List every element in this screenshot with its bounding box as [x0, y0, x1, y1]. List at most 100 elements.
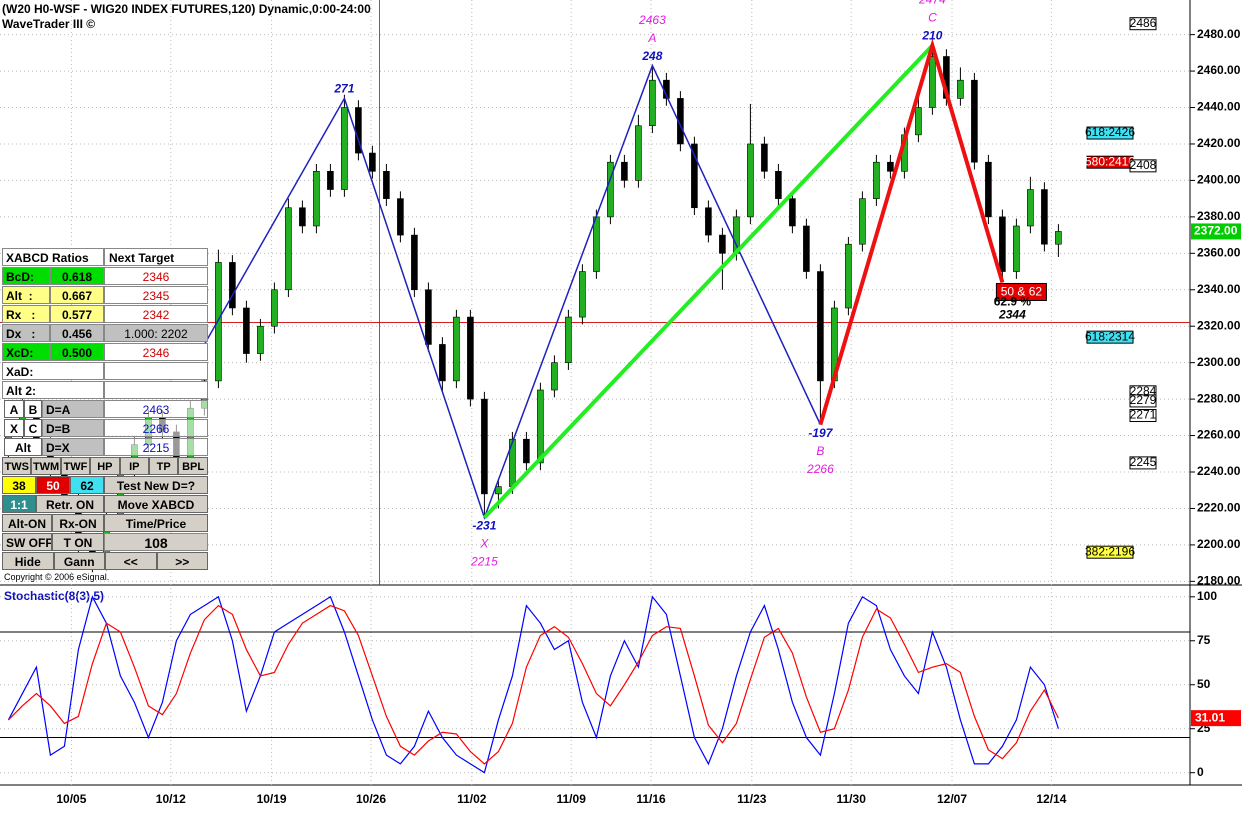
panel-cell: Rx : [2, 305, 50, 323]
level-label: 618:2426 [1085, 125, 1135, 139]
y-tick-label: 2360.00 [1197, 245, 1241, 259]
pivot-price: 2266 [806, 462, 834, 476]
panel-button[interactable]: Test New D=? [104, 476, 208, 494]
candle-body [789, 198, 796, 227]
candle-body [243, 307, 250, 354]
level-label: 618:2314 [1085, 329, 1135, 343]
candle-body [299, 207, 306, 227]
d-pct: 62.9 % [994, 295, 1032, 309]
panel-cell: Next Target [104, 248, 208, 266]
level-box [1086, 545, 1134, 559]
panel-button[interactable]: BPL [178, 457, 208, 475]
y-tick-label: 2460.00 [1197, 63, 1241, 77]
panel-cell: D=A [42, 400, 104, 418]
panel-button[interactable]: Gann [53, 552, 105, 570]
panel-button[interactable]: 38 [2, 476, 36, 494]
candle-body [649, 79, 656, 127]
candle-body [621, 161, 628, 181]
candle-body [551, 362, 558, 391]
y-tick-label: 2280.00 [1197, 391, 1241, 405]
panel-button[interactable]: TP [149, 457, 179, 475]
panel-button[interactable]: 50 [36, 476, 70, 494]
candle-body [985, 161, 992, 218]
x-tick-label: 10/19 [257, 792, 287, 806]
panel-button[interactable]: Hide [2, 552, 54, 570]
panel-button[interactable]: HP [90, 457, 120, 475]
candle-body [747, 143, 754, 218]
level-label: 2486 [1130, 16, 1157, 30]
panel-button[interactable]: A [4, 400, 24, 418]
candle-body [887, 161, 894, 172]
candle-body [1013, 225, 1020, 272]
panel-cell: 2342 [104, 305, 208, 323]
x-tick-label: 11/02 [457, 792, 487, 806]
panel-button[interactable]: 1:1 [2, 495, 36, 513]
level-box [1129, 17, 1157, 31]
y-tick-label: 0 [1197, 765, 1204, 779]
candle-body [817, 271, 824, 382]
candle-body [523, 438, 530, 464]
panel-button[interactable]: TWF [60, 457, 91, 475]
panel-button[interactable]: >> [156, 552, 208, 570]
y-tick-label: 2480.00 [1197, 27, 1241, 41]
pattern-line [818, 38, 1005, 426]
panel-button[interactable]: SW OFF [2, 533, 52, 551]
pivot-ratio: 271 [333, 82, 354, 96]
panel-cell: 0.500 [50, 343, 104, 361]
candle-body [369, 152, 376, 172]
candle-body [215, 262, 222, 382]
level-box [1086, 330, 1134, 344]
candle-body [593, 216, 600, 272]
panel-button[interactable]: TWS [2, 457, 32, 475]
pivot-letter: X [479, 537, 489, 551]
candle-body [271, 289, 278, 327]
d-price: 2344 [998, 308, 1026, 322]
y-tick-label: 2320.00 [1197, 318, 1241, 332]
level-box [1086, 126, 1134, 140]
x-tick-label: 11/16 [636, 792, 666, 806]
panel-button[interactable]: Time/Price [104, 514, 208, 532]
level-label: 2408 [1130, 158, 1157, 172]
last-value-label: 31.01 [1195, 710, 1225, 724]
panel-cell: Dx : [2, 324, 50, 342]
candle-body [705, 207, 712, 236]
y-tick-label: 2260.00 [1197, 428, 1241, 442]
pivot-letter: B [816, 444, 824, 458]
panel-button[interactable]: IP [119, 457, 149, 475]
panel-cell: 2346 [104, 267, 208, 285]
panel-button[interactable]: Retr. ON [36, 495, 104, 513]
panel-cell: 0.456 [50, 324, 104, 342]
level-label: 580:2410 [1085, 154, 1135, 168]
level-label: 2245 [1130, 455, 1157, 469]
candle-body [537, 389, 544, 464]
panel-button[interactable]: T ON [52, 533, 104, 551]
candle-body [285, 207, 292, 291]
panel-button[interactable]: Alt [4, 438, 42, 456]
y-tick-label: 2340.00 [1197, 282, 1241, 296]
panel-cell: BcD: [2, 267, 50, 285]
panel-cell: 2346 [104, 343, 208, 361]
panel-cell: 0.667 [50, 286, 104, 304]
panel-button[interactable]: << [105, 552, 157, 570]
candle-body [999, 216, 1006, 272]
candle-body [411, 234, 418, 291]
level-box [1129, 409, 1157, 423]
panel-button[interactable]: X [4, 419, 24, 437]
pivot-price: 2215 [470, 555, 498, 569]
x-tick-label: 10/12 [156, 792, 186, 806]
candle-body [1027, 189, 1034, 227]
pivot-ratio: 248 [641, 49, 662, 63]
pivot-ratio: 210 [921, 29, 942, 43]
panel-button[interactable]: TWM [31, 457, 61, 475]
d-label: 50 & 62 [1001, 285, 1043, 299]
panel-cell: D=X [42, 438, 104, 456]
panel-button[interactable]: 62 [70, 476, 104, 494]
y-tick-label: 2400.00 [1197, 173, 1241, 187]
panel-button[interactable]: B [24, 400, 42, 418]
candle-body [859, 198, 866, 245]
panel-button[interactable]: C [24, 419, 42, 437]
panel-button[interactable]: Move XABCD [104, 495, 208, 513]
panel-button[interactable]: Rx-ON [52, 514, 104, 532]
candle-body [607, 161, 614, 218]
panel-button[interactable]: Alt-ON [2, 514, 52, 532]
